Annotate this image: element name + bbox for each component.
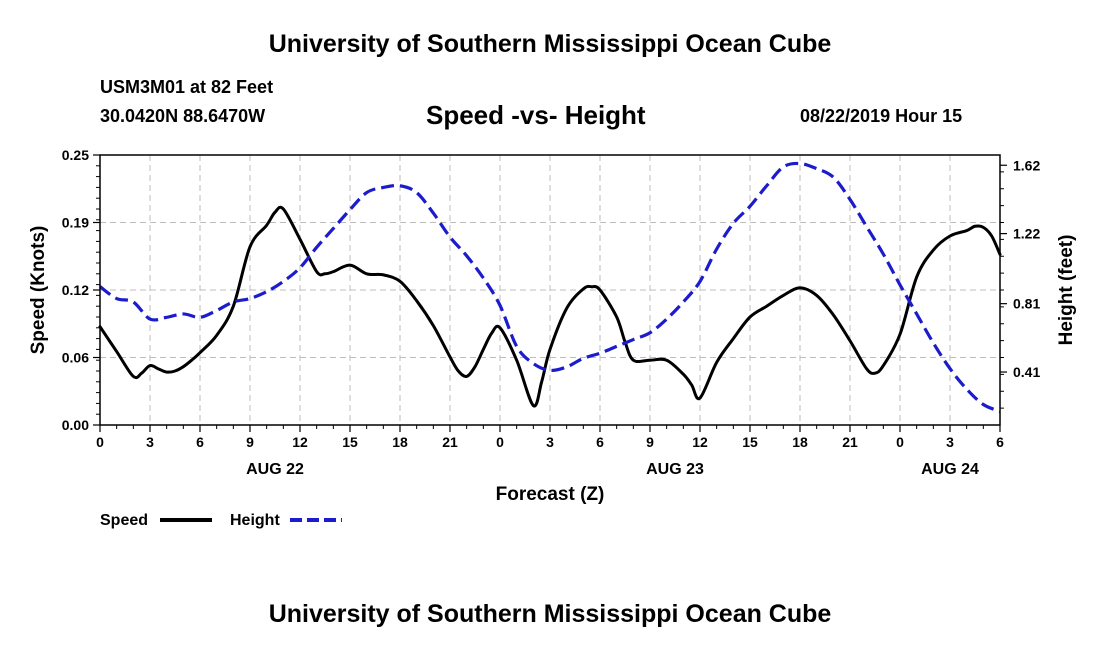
date-label: AUG 23: [646, 461, 704, 478]
x-tick-label: 21: [442, 434, 458, 450]
legend-label-height: Height: [230, 512, 280, 529]
legend: Speed Height: [100, 512, 342, 529]
x-tick-label: 3: [546, 434, 554, 450]
page-title: University of Southern Mississippi Ocean…: [268, 30, 832, 58]
y-right-tick-label: 1.62: [1013, 157, 1040, 173]
y-left-tick-label: 0.12: [62, 282, 89, 298]
x-tick-label: 0: [896, 434, 904, 450]
x-tick-label: 6: [996, 434, 1004, 450]
x-tick-label: 18: [792, 434, 808, 450]
x-tick-label: 18: [392, 434, 408, 450]
date-label: AUG 24: [921, 461, 979, 478]
series-layer: [98, 161, 1002, 413]
legend-label-speed: Speed: [100, 512, 148, 529]
x-tick-label: 12: [692, 434, 708, 450]
x-tick-label: 9: [246, 434, 254, 450]
y-left-tick-label: 0.06: [62, 350, 89, 366]
station-label: USM3M01 at 82 Feet: [100, 77, 274, 97]
grid-lines: [100, 155, 1000, 425]
y-left-tick-label: 0.00: [62, 417, 89, 433]
chart-subtitle: Speed -vs- Height: [426, 100, 646, 130]
y-right-tick-label: 0.41: [1013, 364, 1040, 380]
y-axis-right-title: Height (feet): [1056, 235, 1077, 346]
y-left-tick-label: 0.25: [62, 147, 89, 163]
x-tick-label: 0: [496, 434, 504, 450]
axes: 0 3 6 9 12 15 18 21 0 3 6 9 12 15 18 21 0 3 6 AUG 22 AUG 23 A…: [62, 147, 1041, 478]
x-tick-label: 3: [146, 434, 154, 450]
date-label: AUG 22: [246, 461, 304, 478]
x-tick-label: 0: [96, 434, 104, 450]
x-axis-title: Forecast (Z): [496, 484, 605, 505]
coordinates-label: 30.0420N 88.6470W: [100, 106, 266, 126]
x-tick-label: 15: [742, 434, 758, 450]
x-tick-label: 6: [596, 434, 604, 450]
x-tick-label: 3: [946, 434, 954, 450]
series-line-height: [99, 161, 1001, 413]
x-tick-label: 6: [196, 434, 204, 450]
y-right-tick-label: 1.22: [1013, 226, 1040, 242]
datetime-label: 08/22/2019 Hour 15: [800, 106, 963, 126]
x-tick-label: 12: [292, 434, 308, 450]
x-tick-label: 15: [342, 434, 358, 450]
x-tick-label: 21: [842, 434, 858, 450]
y-left-tick-label: 0.19: [62, 215, 89, 231]
footer-title: University of Southern Mississippi Ocean…: [268, 600, 832, 628]
y-axis-left-title: Speed (Knots): [28, 226, 49, 355]
series-line-speed: [98, 205, 1002, 408]
y-right-tick-label: 0.81: [1013, 296, 1040, 312]
x-tick-label: 9: [646, 434, 654, 450]
